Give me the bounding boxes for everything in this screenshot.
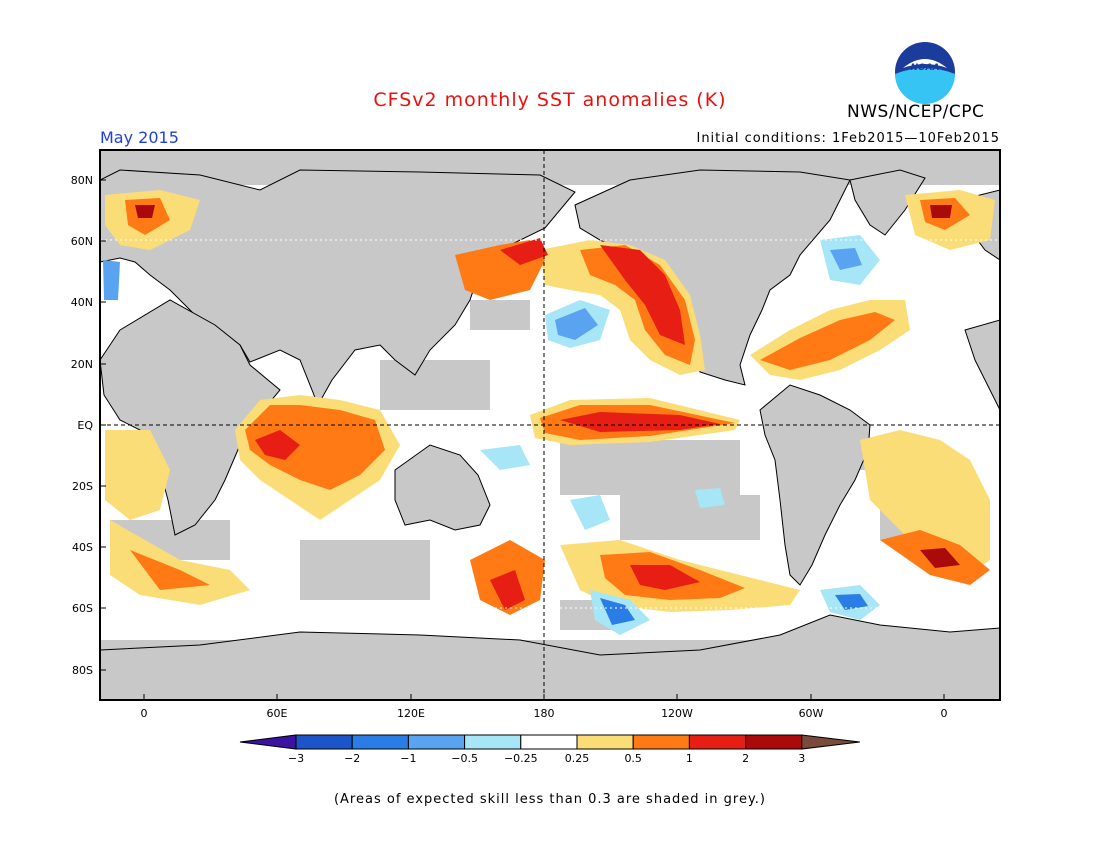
colorbar-segment bbox=[407, 734, 466, 750]
svg-text:NOAA: NOAA bbox=[910, 63, 939, 73]
colorbar-segment bbox=[576, 734, 634, 750]
warm-anomalies bbox=[105, 190, 995, 615]
colorbar-segment bbox=[745, 734, 803, 750]
lat-label: 60N bbox=[71, 235, 93, 248]
colorbar-end-low bbox=[239, 734, 297, 750]
lon-label: 60W bbox=[799, 707, 824, 720]
colorbar-label: 2 bbox=[742, 752, 749, 765]
colorbar-segment bbox=[520, 734, 578, 750]
colorbar-segment bbox=[351, 734, 409, 750]
colorbar-label: −1 bbox=[400, 752, 416, 765]
colorbar-label: 3 bbox=[798, 752, 805, 765]
agency-label: NWS/NCEP/CPC bbox=[847, 102, 985, 122]
lon-label: 120E bbox=[397, 707, 425, 720]
map-field bbox=[100, 150, 1000, 700]
longitude-axis: 0 60E 120E 180 120W 60W 0 bbox=[141, 694, 948, 720]
cool-anomalies bbox=[103, 235, 880, 635]
lat-label: 40S bbox=[72, 541, 93, 554]
lat-label: 20S bbox=[72, 480, 93, 493]
map-title: CFSv2 monthly SST anomalies (K) bbox=[373, 89, 727, 111]
colorbar-label: −0.5 bbox=[451, 752, 478, 765]
skill-note: (Areas of expected skill less than 0.3 a… bbox=[333, 792, 767, 807]
colorbar-segment bbox=[632, 734, 690, 750]
reference-lines bbox=[100, 150, 1000, 700]
colorbar-label: 1 bbox=[686, 752, 693, 765]
colorbar-label: 0.25 bbox=[565, 752, 590, 765]
lat-label: 40N bbox=[71, 296, 93, 309]
colorbar-label: −0.25 bbox=[504, 752, 538, 765]
colorbar-segment bbox=[688, 734, 747, 750]
colorbar-segment bbox=[295, 734, 353, 750]
colorbar-segment bbox=[464, 734, 522, 750]
latitude-axis: 80N 60N 40N 20N EQ 20S 40S 60S 80S bbox=[71, 174, 106, 677]
lat-label: 80S bbox=[72, 664, 93, 677]
colorbar-end-high bbox=[801, 734, 860, 750]
initial-conditions: Initial conditions: 1Feb2015—10Feb2015 bbox=[696, 131, 1000, 146]
lat-label: EQ bbox=[77, 419, 93, 432]
noaa-logo: NOAA bbox=[895, 42, 955, 104]
lat-label: 80N bbox=[71, 174, 93, 187]
lon-label: 180 bbox=[534, 707, 555, 720]
continents bbox=[100, 169, 1000, 700]
lon-label: 0 bbox=[141, 707, 148, 720]
lon-label: 60E bbox=[267, 707, 288, 720]
colorbar-label: −2 bbox=[344, 752, 360, 765]
lat-label: 20N bbox=[71, 358, 93, 371]
latitude-60-lines bbox=[100, 239, 1000, 609]
lat-label: 60S bbox=[72, 602, 93, 615]
colorbar: −3 −2 −1 −0.5 −0.25 0.25 0.5 1 2 3 bbox=[239, 734, 860, 765]
colorbar-label: 0.5 bbox=[624, 752, 642, 765]
lon-label: 0 bbox=[941, 707, 948, 720]
lon-label: 120W bbox=[661, 707, 693, 720]
colorbar-label: −3 bbox=[288, 752, 304, 765]
forecast-month: May 2015 bbox=[100, 128, 179, 147]
